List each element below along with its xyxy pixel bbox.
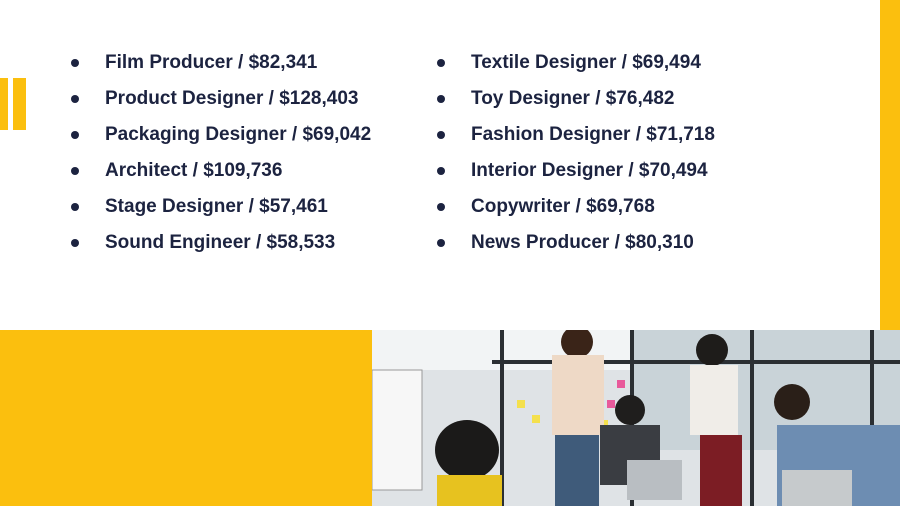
job-salary-item: Interior Designer / $70,494	[437, 153, 715, 189]
job-salary-item: Copywriter / $69,768	[437, 189, 715, 225]
job-salary-item: Packaging Designer / $69,042	[71, 117, 371, 153]
job-salary-item: News Producer / $80,310	[437, 225, 715, 261]
right-accent-bar	[880, 0, 900, 330]
job-list-right: Textile Designer / $69,494 Toy Designer /…	[437, 45, 715, 261]
job-salary-item: Toy Designer / $76,482	[437, 81, 715, 117]
team-photo	[372, 330, 900, 506]
job-salary-item: Stage Designer / $57,461	[71, 189, 371, 225]
job-salary-item: Sound Engineer / $58,533	[71, 225, 371, 261]
job-salary-item: Fashion Designer / $71,718	[437, 117, 715, 153]
job-salary-item: Architect / $109,736	[71, 153, 371, 189]
job-salary-item: Film Producer / $82,341	[71, 45, 371, 81]
job-list-left: Film Producer / $82,341 Product Designer …	[71, 45, 371, 261]
job-salary-item: Product Designer / $128,403	[71, 81, 371, 117]
left-accent-bar	[13, 78, 26, 130]
bottom-yellow-block	[0, 330, 372, 506]
left-accent-bar	[0, 78, 8, 130]
job-salary-item: Textile Designer / $69,494	[437, 45, 715, 81]
